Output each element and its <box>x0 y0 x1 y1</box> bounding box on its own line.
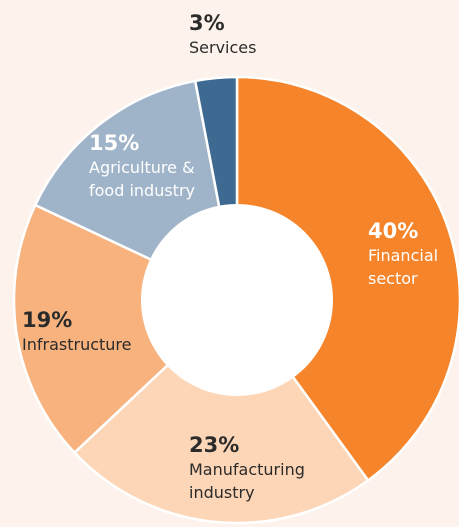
slice-label: 19% Infrastructure <box>22 307 162 357</box>
category-label: Manufacturing industry <box>189 460 305 502</box>
percent-label: 23% <box>189 433 240 457</box>
slice-label: 23% Manufacturing industry <box>189 432 339 504</box>
slice-label: 3% Services <box>189 10 279 60</box>
category-label: Services <box>189 38 257 58</box>
percent-label: 40% <box>368 219 419 243</box>
slice <box>235 75 459 483</box>
slice-label: 40% Financial sector <box>368 218 458 290</box>
slice <box>12 203 240 455</box>
slice-label: 15% Agriculture & food industry <box>89 130 219 202</box>
percent-label: 15% <box>89 131 140 155</box>
category-label: Infrastructure <box>22 335 132 355</box>
slice <box>72 298 370 525</box>
donut-hole <box>141 204 333 396</box>
category-label: Agriculture & food industry <box>89 158 195 200</box>
percent-label: 19% <box>22 308 73 332</box>
percent-label: 3% <box>189 11 225 35</box>
category-label: Financial sector <box>368 246 439 288</box>
